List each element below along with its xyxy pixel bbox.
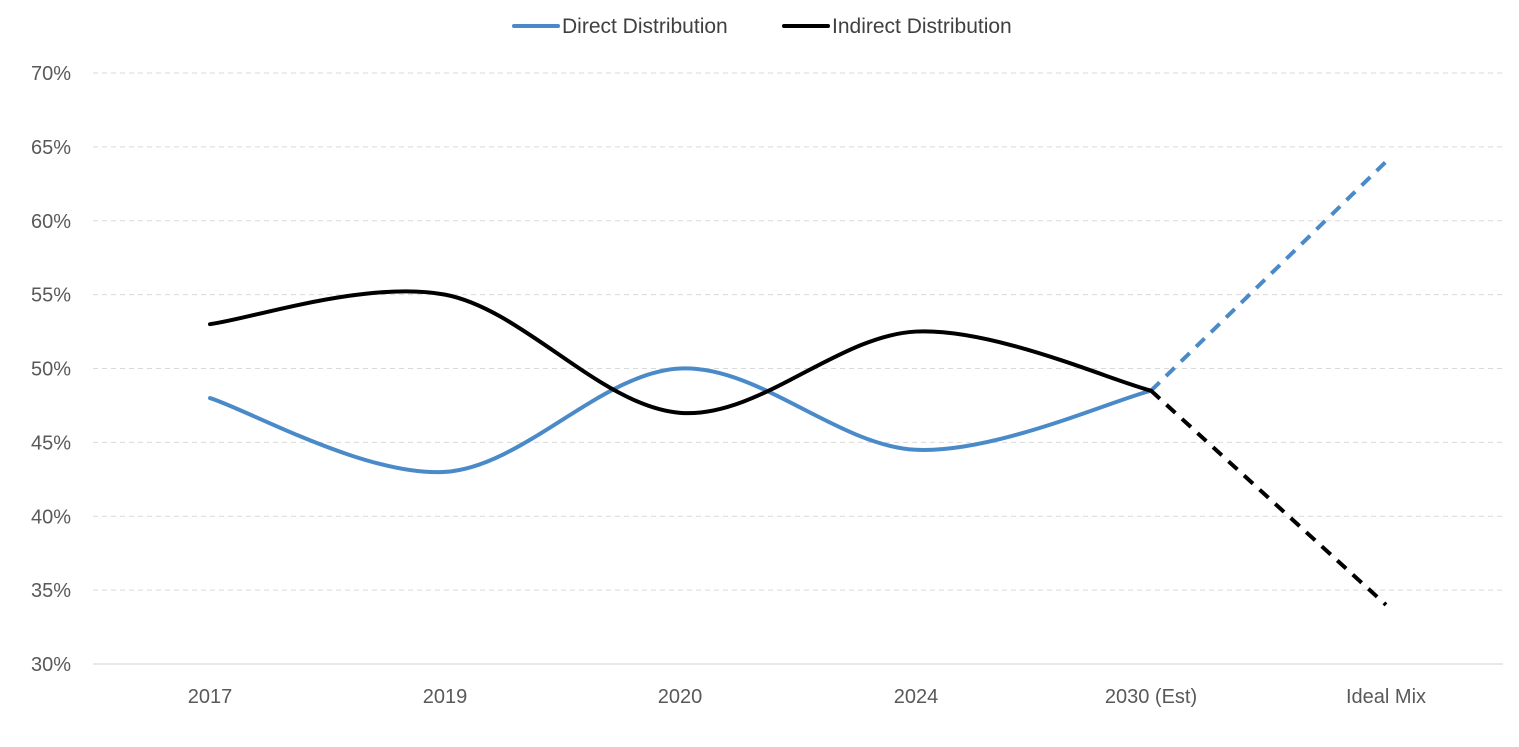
x-tick-label: 2017	[188, 686, 233, 708]
y-axis: 30% 35% 40% 45% 50% 55% 60% 65% 70%	[31, 63, 71, 676]
y-tick-label: 60%	[31, 211, 71, 233]
x-tick-label: 2030 (Est)	[1105, 686, 1197, 708]
x-tick-label: 2019	[423, 686, 468, 708]
direct-distribution-point	[678, 367, 682, 371]
series-layer	[208, 160, 1388, 607]
y-tick-label: 35%	[31, 580, 71, 602]
indirect-distribution-projection-line	[1149, 389, 1388, 607]
indirect-distribution-point	[914, 330, 918, 334]
indirect-distribution-point	[1384, 603, 1388, 607]
y-tick-label: 55%	[31, 285, 71, 307]
y-tick-label: 65%	[31, 137, 71, 159]
indirect-distribution-line	[208, 289, 1153, 416]
grid	[93, 72, 1503, 665]
indirect-distribution-point	[208, 322, 212, 326]
direct-distribution-point	[914, 448, 918, 452]
y-tick-label: 70%	[31, 63, 71, 85]
indirect-distribution-legend-label: Indirect Distribution	[832, 15, 1012, 38]
indirect-distribution-point	[678, 411, 682, 415]
y-tick-label: 50%	[31, 359, 71, 381]
x-tick-label: 2020	[658, 686, 703, 708]
y-tick-label: 40%	[31, 506, 71, 528]
x-tick-label: Ideal Mix	[1346, 686, 1426, 708]
x-tick-label: 2024	[894, 686, 939, 708]
y-tick-label: 45%	[31, 432, 71, 454]
indirect-distribution-point	[1149, 389, 1153, 393]
direct-distribution-projection-line	[1149, 160, 1388, 393]
direct-distribution-line	[208, 366, 1153, 475]
direct-distribution-point	[443, 470, 447, 474]
direct-distribution-point	[208, 396, 212, 400]
y-tick-label: 30%	[31, 654, 71, 676]
x-axis: 2017 2019 2020 2024 2030 (Est) Ideal Mix	[188, 686, 1426, 708]
legend: Direct Distribution Indirect Distribution	[512, 15, 1012, 38]
indirect-distribution-point	[443, 293, 447, 297]
direct-distribution-point	[1384, 160, 1388, 164]
direct-distribution-legend-label: Direct Distribution	[562, 15, 728, 38]
